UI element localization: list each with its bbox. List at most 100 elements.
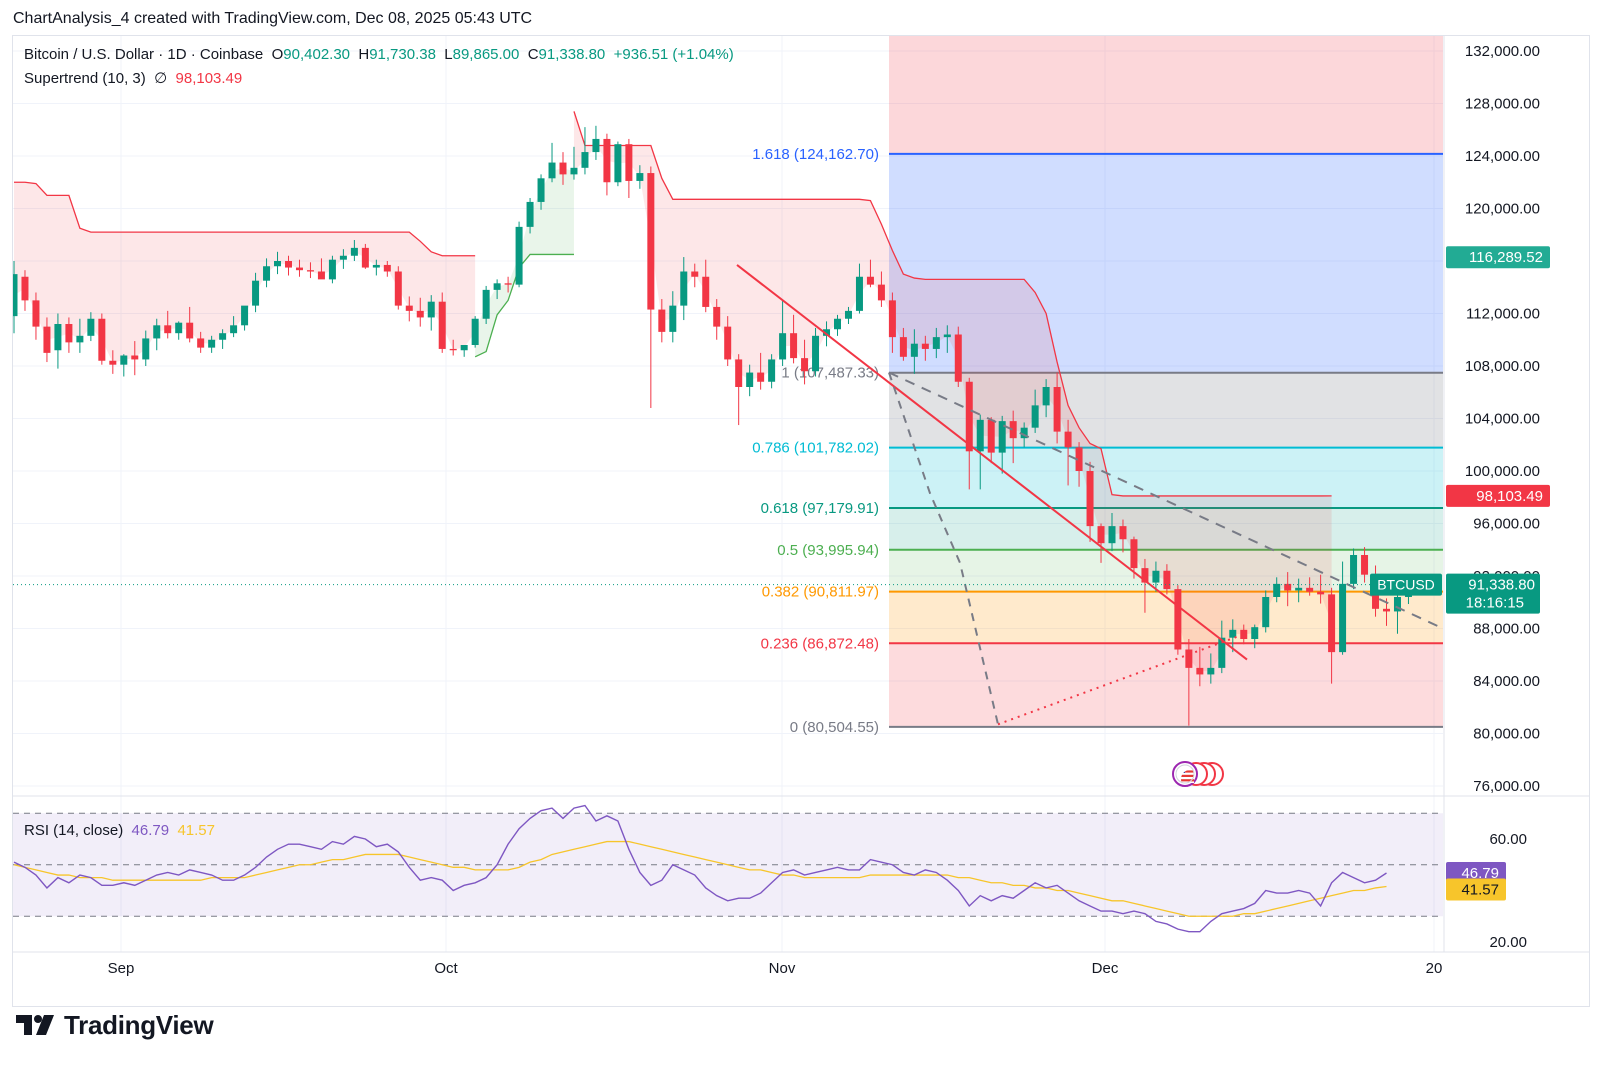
candle-body [1361,555,1369,575]
candle [812,327,820,377]
price-axis-tick: 104,000.00 [1465,411,1540,428]
candle-body [932,337,940,349]
supertrend-up-line [474,253,574,358]
fib-level-label: 1.618 (124,162.70) [752,146,879,163]
symbol-legend[interactable]: Bitcoin / U.S. Dollar · 1D · Coinbase O9… [24,46,734,63]
candle [1328,587,1336,684]
last-price-tag-bg [1446,573,1540,614]
tradingview-logo[interactable]: TradingView [16,1009,214,1040]
candle [120,354,128,377]
candle [954,326,962,387]
candle-body [1097,526,1105,544]
change-value: +936.51 (+1.04%) [613,46,734,63]
candle [702,259,710,313]
candle-body [142,338,150,360]
candle-body [636,173,644,181]
brand-name: TradingView [64,1009,214,1040]
candle-body [910,343,918,357]
candle-body [965,381,973,452]
candle [493,279,501,300]
candle-body [834,318,841,330]
candle-body [899,337,907,357]
candle [438,292,446,353]
candle [361,243,369,269]
price-tag-label: 98,103.49 [1476,488,1543,505]
candle-body [274,261,282,267]
candle-body [998,421,1006,453]
candle-body [1108,526,1116,544]
candle-body [164,325,172,334]
candle [449,339,457,356]
fib-level-label: 0 (80,504.55) [790,719,879,736]
candle-body [32,300,40,327]
descending-trendline [736,264,1248,661]
rsi-axis-tick: 20.00 [1489,934,1527,951]
us-flag-event-icon[interactable] [1171,760,1231,788]
chart-frame[interactable] [12,35,1590,1007]
candle-body [647,173,655,310]
price-tag-label: 116,289.52 [1469,249,1543,266]
candle [899,327,907,361]
time-axis-label: 20 [1426,960,1443,977]
candle-body [21,276,29,301]
candle [680,257,688,321]
candle-body [339,255,347,260]
candle [724,316,732,366]
candle-body [1020,427,1028,439]
rsi-axis-tick: 60.00 [1489,831,1527,848]
candle-body [383,264,391,272]
rsi-legend[interactable]: RSI (14, close) 46.79 41.57 [24,822,215,839]
candle [1317,574,1325,604]
candle-body [855,276,863,311]
candle [219,329,227,349]
candle [460,345,468,357]
candle-body [548,162,556,179]
candle [1240,624,1248,645]
candle [625,138,633,198]
candle [877,271,885,307]
candle [131,341,139,376]
candle [43,317,51,363]
candle-body [350,247,358,256]
candle-body [328,259,336,280]
candle [855,263,863,314]
candle-body [976,419,984,452]
candle-body [1218,637,1226,668]
candle [921,335,929,361]
candle-body [1306,587,1314,592]
candle [241,305,249,331]
candle [471,316,479,348]
candle [350,240,358,261]
grid-lines [13,36,1443,952]
candle-body [1064,431,1072,448]
candle-body [76,335,84,343]
candle-body [877,284,885,301]
candle [801,339,809,385]
candle [746,364,754,397]
candle [76,318,84,353]
fib-zone [889,447,1443,509]
price-axis: 132,000.00 128,000.00 124,000.00 120,000.00… [1370,43,1550,795]
candle [1075,442,1083,487]
supertrend-value: 98,103.49 [175,70,243,87]
fib-zone [889,591,1443,644]
candle-body [416,310,424,318]
candle-body [438,301,446,349]
supertrend-legend[interactable]: Supertrend (10, 3) ∅ 98,103.49 [24,69,242,87]
candle-body [1284,583,1292,591]
candle [339,249,347,269]
fib-level-label: 0.5 (93,995.94) [777,542,879,559]
candle-body [757,372,765,382]
price-tag-bg [1446,484,1550,507]
price-axis-tick: 84,000.00 [1473,673,1540,690]
candle-body [943,334,951,338]
candle [263,258,271,288]
rsi-line [13,804,1387,933]
candle [965,377,973,490]
candle-body [702,276,710,307]
time-axis: Sep Oct Nov Dec 20 [13,951,1590,977]
candle [647,166,655,408]
candle-body [1075,447,1083,471]
time-axis-label: Oct [434,960,458,977]
